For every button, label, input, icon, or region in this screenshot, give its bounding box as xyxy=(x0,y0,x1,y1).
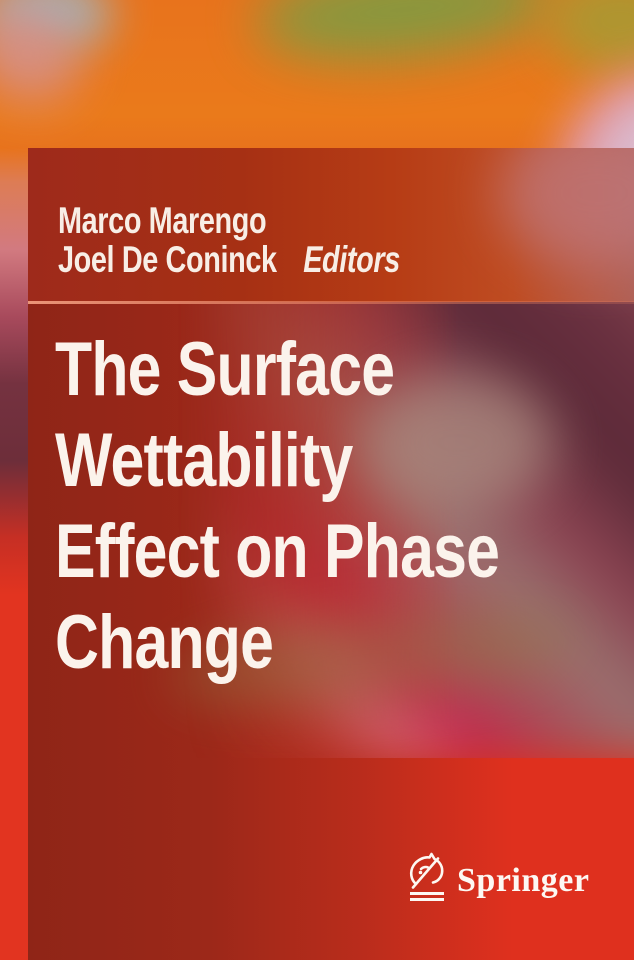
title-line: Effect on Phase xyxy=(55,509,500,594)
springer-logo: Springer xyxy=(407,851,589,903)
editor-name-text: Joel De Coninck xyxy=(58,239,277,280)
book-title: The Surface Wettability Effect on Phase … xyxy=(55,324,610,688)
title-line: The Surface xyxy=(55,327,395,412)
green-blob xyxy=(250,0,560,73)
panel-divider-line xyxy=(28,301,634,304)
editors-block: Marco Marengo Joel De Coninck Editors xyxy=(58,201,496,279)
springer-wordmark: Springer xyxy=(457,862,590,899)
olive-blob-top-right xyxy=(545,0,634,73)
editor-name-text: Marco Marengo xyxy=(58,200,267,241)
editors-label: Editors xyxy=(303,239,400,280)
title-line: Wettability xyxy=(55,418,353,503)
springer-knight-icon xyxy=(407,851,447,903)
title-panel xyxy=(28,148,634,960)
title-line: Change xyxy=(55,600,274,685)
panel-gray-blob xyxy=(363,373,553,513)
editor-name: Joel De Coninck Editors xyxy=(58,240,400,279)
editor-name: Marco Marengo xyxy=(58,201,400,240)
